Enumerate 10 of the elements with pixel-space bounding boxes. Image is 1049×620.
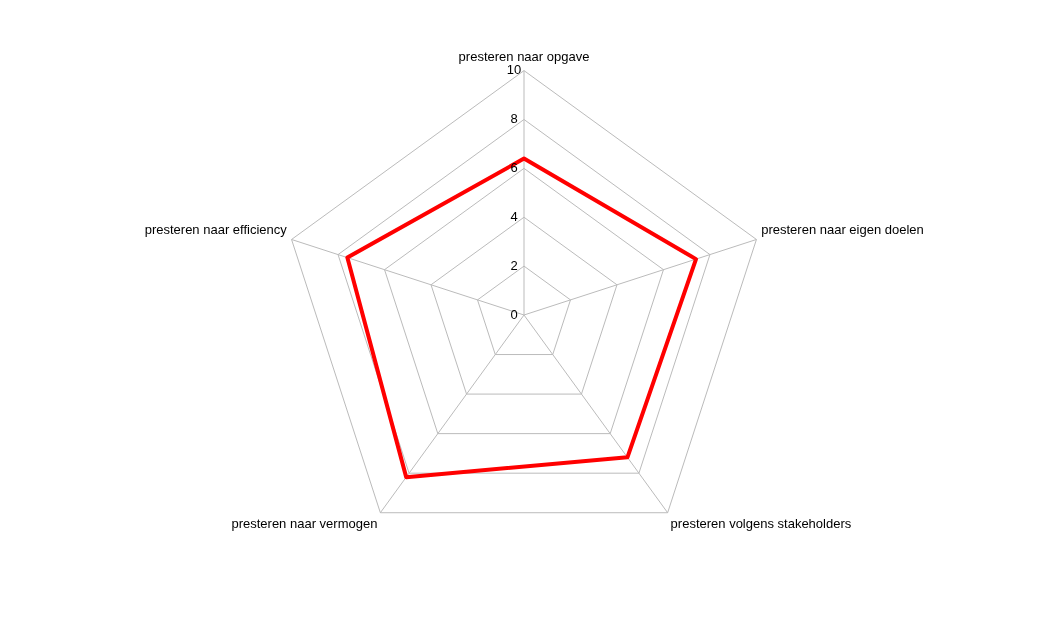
y-tick-label: 4 (510, 208, 518, 224)
spoke-label: presteren naar opgave (458, 49, 590, 65)
y-tick-label: 2 (510, 257, 518, 273)
y-tick-label: 0 (510, 306, 518, 322)
spoke-label: presteren naar eigen doelen (761, 221, 924, 237)
spoke-label: presteren naar vermogen (231, 516, 378, 532)
spoke-label: presteren volgens stakeholders (670, 516, 852, 532)
y-tick-label: 10 (506, 62, 522, 78)
y-tick-label: 8 (510, 111, 518, 127)
spoke-label: presteren naar efficiency (144, 221, 288, 237)
